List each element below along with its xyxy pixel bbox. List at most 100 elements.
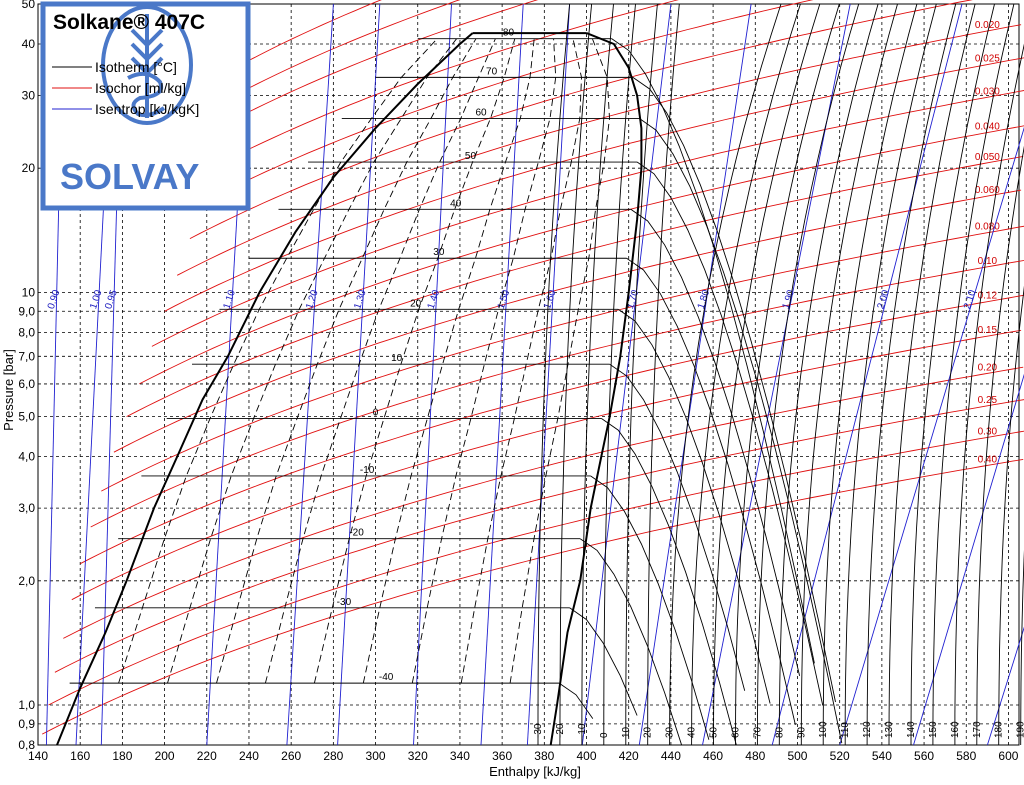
isentrope-label: 2.10: [962, 288, 979, 310]
isotherm-bottom-label: 80: [774, 726, 785, 738]
isochor-label: 0.10: [978, 256, 998, 267]
isentrope-label: 1.40: [426, 288, 443, 310]
isotherm-superheat-line: [601, 418, 736, 745]
x-tick-label: 380: [534, 749, 554, 763]
isochor-line: [152, 90, 1024, 347]
isotherm-superheat-line: [637, 162, 823, 706]
isotherm-bottom-label: 20: [643, 726, 654, 738]
isochor-label: 0.050: [975, 152, 1000, 163]
y-tick-label: 8,0: [18, 325, 35, 339]
x-tick-label: 360: [492, 749, 512, 763]
isotherm-label: 60: [475, 107, 487, 118]
isotherm-superheat-line: [580, 539, 681, 745]
isochor-line: [224, 0, 540, 125]
x-tick-label: 560: [914, 749, 934, 763]
y-tick-label: 4,0: [18, 450, 35, 464]
isotherm-bottom-label: 180: [994, 721, 1005, 738]
isentrope-label: 0.95: [103, 288, 120, 310]
x-tick-label: 600: [998, 749, 1018, 763]
y-tick-label: 20: [22, 161, 36, 175]
isotherm-vertical-line: [560, 4, 592, 745]
quality-line: [363, 39, 534, 683]
isentrope-label: 0.90: [46, 288, 63, 310]
x-axis-title: Enthalpy [kJ/kg]: [489, 764, 581, 779]
isochor-line: [190, 0, 981, 239]
x-tick-label: 180: [112, 749, 132, 763]
isochor-line: [114, 190, 1021, 452]
legend-isochor-label: Isochor [ml/kg]: [95, 80, 186, 96]
isotherm-bottom-label: -10: [577, 723, 588, 738]
isotherm-vertical-line: [801, 4, 897, 745]
x-tick-label: 240: [239, 749, 259, 763]
solvay-brand-text: SOLVAY: [60, 156, 199, 197]
saturated-vapor-line: [551, 33, 642, 745]
isotherm-vertical-line: [648, 4, 680, 745]
isotherm-superheat-line: [633, 77, 836, 702]
x-tick-label: 460: [703, 749, 723, 763]
x-tick-label: 400: [577, 749, 597, 763]
x-tick-label: 520: [830, 749, 850, 763]
isochor-line: [211, 0, 686, 168]
isochor-line: [72, 330, 1021, 599]
isochor-line: [139, 126, 1024, 384]
isentrope-label: 1.80: [696, 288, 713, 310]
isochor-line: [80, 294, 1024, 563]
x-tick-label: 480: [745, 749, 765, 763]
quality-line: [510, 39, 609, 683]
x-tick-label: 320: [408, 749, 428, 763]
isentrope-line: [481, 4, 523, 745]
isentrope-label: 1.10: [221, 288, 238, 310]
y-tick-label: 30: [22, 89, 36, 103]
isochor-line: [42, 459, 1023, 734]
isotherm-vertical-line: [977, 4, 1024, 745]
isentrope-label: 1.00: [88, 288, 105, 310]
y-tick-label: 0,9: [18, 717, 35, 731]
x-tick-label: 340: [450, 749, 470, 763]
x-tick-label: 200: [155, 749, 175, 763]
isotherm-vertical-line: [999, 4, 1024, 745]
isotherm-label: 40: [450, 198, 462, 209]
isentrope-label: 1.20: [304, 288, 321, 310]
isotherm-vertical-line: [670, 4, 781, 745]
isotherm-bottom-label: 0: [599, 732, 610, 738]
y-tick-label: 40: [22, 37, 36, 51]
isentrope-line: [527, 4, 569, 745]
x-tick-label: 160: [70, 749, 90, 763]
isochor-label: 0.080: [975, 222, 1000, 233]
y-tick-label: 3,0: [18, 501, 35, 515]
x-tick-label: 260: [281, 749, 301, 763]
isotherm-label: 20: [410, 298, 422, 309]
isotherm-bottom-label: 190: [1016, 721, 1024, 738]
isotherm-vertical-line: [582, 4, 614, 745]
isochor-label: 0.020: [975, 20, 1000, 31]
isotherm-label: -10: [360, 465, 375, 476]
isotherm-bottom-label: 50: [709, 726, 720, 738]
x-tick-label: 440: [661, 749, 681, 763]
y-tick-label: 7,0: [18, 349, 35, 363]
isentrope-line: [914, 4, 1024, 745]
isotherm-vertical-line: [867, 4, 956, 745]
isotherm-bottom-label: 120: [862, 721, 873, 738]
legend-title: Solkane® 407C: [53, 11, 205, 34]
isotherm-label: 0: [373, 407, 379, 418]
isotherm-bottom-label: 130: [884, 721, 895, 738]
isotherm-bottom-label: -30: [533, 723, 544, 738]
isochor-label: 0.40: [978, 454, 998, 465]
isotherm-bottom-label: 170: [972, 721, 983, 738]
isochor-label: 0.25: [978, 395, 998, 406]
isotherm-bottom-label: 30: [665, 726, 676, 738]
y-axis-title: Pressure [bar]: [1, 349, 16, 431]
isotherm-bottom-label: 70: [752, 726, 763, 738]
isotherm-bottom-label: 160: [950, 721, 961, 738]
isotherm-vertical-line: [736, 4, 840, 745]
isentrope-label: 2.00: [875, 288, 892, 310]
isotherm-label: 70: [486, 66, 498, 77]
isotherm-bottom-label: 100: [818, 721, 829, 738]
x-tick-label: 540: [872, 749, 892, 763]
isotherm-label: 10: [391, 353, 403, 364]
y-tick-label: 5,0: [18, 410, 35, 424]
x-tick-label: 220: [197, 749, 217, 763]
legend-isotherm-label: Isotherm [°C]: [95, 59, 177, 75]
isotherm-bottom-label: 110: [840, 722, 851, 738]
